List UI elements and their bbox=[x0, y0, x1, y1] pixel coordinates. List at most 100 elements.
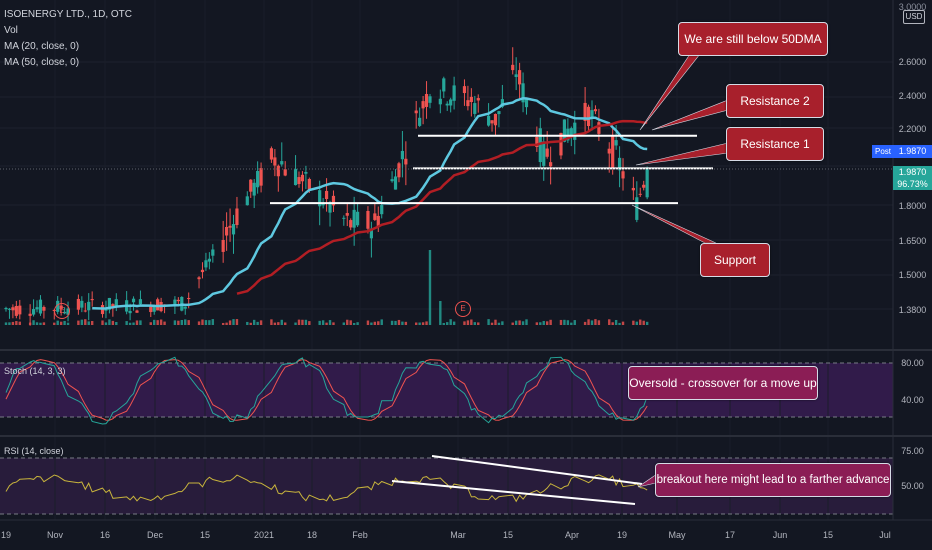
earnings-marker-2[interactable]: E bbox=[455, 301, 471, 317]
callout-pointers bbox=[631, 53, 729, 488]
last-pct-tag: 96.73% bbox=[893, 178, 932, 190]
volume-bar-12 bbox=[59, 321, 63, 325]
candle-103 bbox=[497, 110, 501, 128]
last-price-tag: 1.9870 bbox=[893, 166, 932, 178]
volume-bar-72 bbox=[349, 320, 352, 325]
stoch-legend[interactable]: Stoch (14, 3, 3) bbox=[4, 366, 66, 376]
callout-resistance-1[interactable]: Resistance 1 bbox=[726, 127, 824, 161]
volume-bar-26 bbox=[128, 322, 132, 325]
candle-body-6 bbox=[31, 309, 36, 315]
candle-body-62 bbox=[300, 174, 305, 182]
volume-bar-90 bbox=[439, 301, 442, 325]
currency-badge[interactable]: USD bbox=[903, 10, 925, 24]
candle-body-79 bbox=[380, 205, 384, 215]
candle-body-97 bbox=[469, 96, 473, 103]
volume-bar-106 bbox=[514, 320, 518, 325]
candle-body-42 bbox=[204, 260, 208, 268]
symbol-title[interactable]: ISOENERGY LTD., 1D, OTC bbox=[4, 9, 132, 20]
callout-resistance-2[interactable]: Resistance 2 bbox=[726, 84, 824, 118]
candle-84 bbox=[404, 141, 408, 186]
candle-87 bbox=[421, 95, 425, 125]
candle-75 bbox=[366, 206, 370, 234]
candle-128 bbox=[617, 146, 622, 188]
rsi-tick-75: 75.00 bbox=[901, 446, 924, 456]
volume-bar-77 bbox=[373, 321, 377, 325]
candle-82 bbox=[397, 161, 401, 183]
volume-bar-92 bbox=[446, 322, 449, 325]
candle-101 bbox=[490, 120, 494, 132]
ma50-legend[interactable]: MA (50, close, 0) bbox=[4, 57, 80, 68]
candle-body-22 bbox=[107, 297, 112, 310]
volume-bar-25 bbox=[125, 321, 128, 325]
rsi-trendline-lower bbox=[391, 480, 636, 505]
candle-9 bbox=[42, 305, 46, 319]
volume-bars bbox=[4, 250, 649, 325]
ma50-line bbox=[236, 119, 648, 295]
candle-body-56 bbox=[273, 157, 277, 166]
candle-body-64 bbox=[307, 178, 311, 190]
price-tick-4: 1.8000 bbox=[898, 201, 927, 211]
candle-body-87 bbox=[421, 101, 425, 109]
candle-body-121 bbox=[586, 106, 591, 127]
callout-oversold[interactable]: Oversold - crossover for a move up bbox=[628, 366, 818, 400]
candle-76 bbox=[369, 221, 373, 258]
candle-body-45 bbox=[221, 240, 225, 252]
candle-body-71 bbox=[345, 213, 349, 216]
candle-89 bbox=[428, 93, 432, 109]
candle-83 bbox=[400, 130, 405, 178]
candle-body-77 bbox=[373, 213, 377, 220]
candle-body-15 bbox=[76, 298, 80, 310]
ma20-legend[interactable]: MA (20, close, 0) bbox=[4, 41, 80, 52]
time-label-apr19: 19 bbox=[616, 530, 628, 540]
volume-bar-58 bbox=[280, 319, 283, 325]
callout-below-50dma[interactable]: We are still below 50DMA bbox=[678, 22, 828, 56]
candle-body-109 bbox=[524, 99, 529, 108]
candlesticks bbox=[4, 47, 649, 326]
candle-body-125 bbox=[607, 148, 611, 154]
candle-110 bbox=[535, 126, 539, 152]
candle-body-92 bbox=[445, 103, 449, 106]
volume-bar-74 bbox=[356, 322, 359, 325]
candle-23 bbox=[111, 303, 115, 317]
volume-bar-59 bbox=[284, 322, 287, 325]
volume-bar-126 bbox=[611, 322, 614, 325]
volume-bar-123 bbox=[594, 319, 597, 325]
rsi-trendline-upper bbox=[431, 455, 643, 485]
candle-body-103 bbox=[497, 111, 501, 115]
candle-body-70 bbox=[342, 217, 346, 219]
time-label-apr: Apr bbox=[564, 530, 580, 540]
level-lines bbox=[0, 134, 893, 205]
earnings-marker-1[interactable]: E bbox=[54, 303, 70, 319]
post-tag: Post bbox=[872, 145, 894, 158]
candle-body-30 bbox=[149, 304, 153, 313]
volume-bar-65 bbox=[318, 320, 321, 325]
candle-108 bbox=[521, 72, 525, 113]
vol-legend[interactable]: Vol bbox=[4, 25, 18, 36]
rsi-legend[interactable]: RSI (14, close) bbox=[4, 446, 64, 456]
candle-body-26 bbox=[128, 310, 132, 314]
volume-bar-121 bbox=[587, 319, 590, 325]
candle-97 bbox=[469, 88, 473, 117]
candle-body-78 bbox=[376, 215, 380, 226]
volume-bar-79 bbox=[380, 319, 383, 325]
volume-bar-103 bbox=[497, 322, 501, 325]
candle-body-105 bbox=[511, 64, 515, 71]
candle-body-76 bbox=[369, 228, 373, 239]
moving-averages bbox=[92, 97, 648, 310]
candle-96 bbox=[466, 85, 470, 111]
price-tick-6: 1.5000 bbox=[898, 270, 927, 280]
candle-body-117 bbox=[566, 128, 570, 141]
price-pane bbox=[0, 0, 893, 340]
candle-body-38 bbox=[183, 306, 187, 309]
candle-body-108 bbox=[521, 83, 525, 103]
candle-29 bbox=[138, 290, 143, 306]
callout-support[interactable]: Support bbox=[700, 243, 770, 277]
callout-breakout[interactable]: breakout here might lead to a farther ad… bbox=[655, 463, 891, 497]
candle-body-91 bbox=[442, 78, 446, 92]
volume-bar-129 bbox=[621, 321, 625, 325]
candle-body-89 bbox=[428, 96, 432, 103]
volume-bar-115 bbox=[559, 319, 563, 325]
candle-body-35 bbox=[173, 299, 177, 305]
